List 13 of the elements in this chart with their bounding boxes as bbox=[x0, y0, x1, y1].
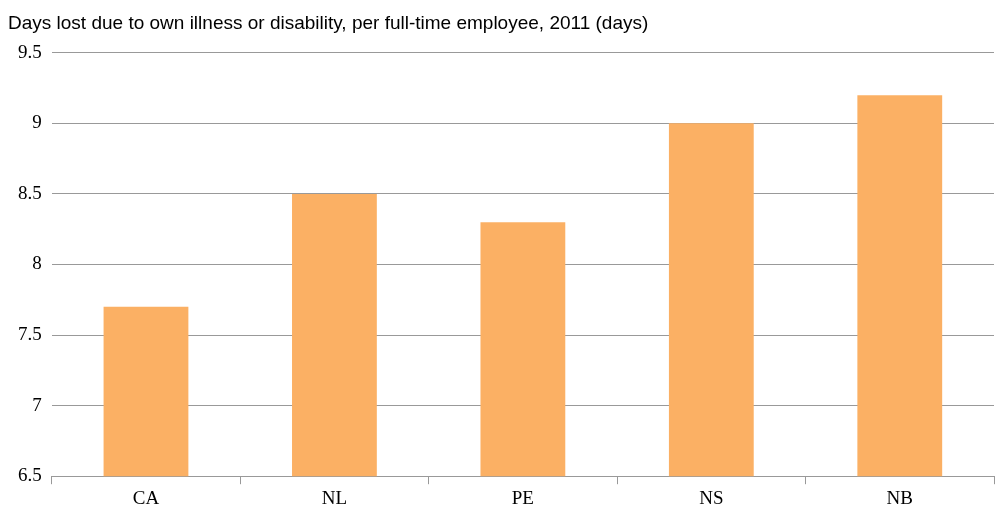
x-tick-label: PE bbox=[511, 486, 534, 508]
y-tick-label: 9.5 bbox=[18, 40, 42, 62]
y-tick-label: 7.5 bbox=[18, 323, 42, 345]
x-tick-label: NS bbox=[699, 486, 724, 508]
y-tick-label: 9 bbox=[32, 111, 42, 133]
x-tick-label: NB bbox=[886, 486, 913, 508]
chart-title: Days lost due to own illness or disability, per full-time employee, 2011 (days) bbox=[8, 11, 649, 33]
x-tick-label: NL bbox=[321, 486, 348, 508]
x-tick-label: CA bbox=[132, 486, 160, 508]
y-tick-label: 7 bbox=[32, 393, 42, 415]
y-tick-label: 8 bbox=[32, 252, 42, 274]
y-tick-label: 6.5 bbox=[18, 464, 42, 486]
y-tick-label: 8.5 bbox=[18, 181, 42, 203]
